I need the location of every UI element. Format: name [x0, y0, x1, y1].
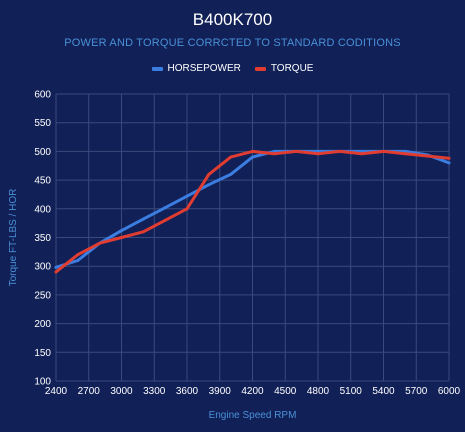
data-point-torque: [294, 149, 298, 153]
data-point-torque: [251, 149, 254, 153]
data-point-torque: [141, 230, 145, 234]
data-point-horsepower: [185, 194, 189, 198]
data-point-torque: [98, 241, 102, 245]
data-point-torque: [120, 236, 123, 239]
legend-item-horsepower[interactable]: HORSEPOWER: [151, 63, 241, 74]
y-axis-title: Torque FT-LBS / HOR: [8, 189, 19, 287]
data-point-horsepower: [207, 183, 211, 187]
legend-swatch-torque: [254, 66, 266, 71]
y-tick-label: 250: [34, 290, 51, 301]
x-tick-label: 3600: [176, 386, 199, 397]
data-point-torque: [360, 152, 364, 156]
data-point-torque: [425, 154, 429, 158]
legend-label-torque: TORQUE: [270, 63, 314, 74]
x-tick-label: 5700: [405, 386, 428, 397]
legend-label-horsepower: HORSEPOWER: [167, 63, 241, 74]
data-point-torque: [185, 207, 189, 211]
y-tick-label: 200: [34, 319, 51, 330]
data-point-horsepower: [54, 265, 58, 269]
data-point-torque: [403, 152, 407, 156]
data-point-horsepower: [447, 161, 451, 165]
data-point-torque: [382, 149, 385, 153]
data-point-horsepower: [163, 206, 167, 210]
x-tick-label: 5100: [340, 386, 363, 397]
y-tick-label: 550: [34, 118, 51, 129]
data-point-horsepower: [120, 229, 123, 233]
data-point-torque: [54, 270, 58, 274]
data-point-torque: [163, 218, 167, 222]
x-tick-label: 6000: [438, 386, 461, 397]
data-point-horsepower: [76, 258, 80, 262]
y-tick-label: 400: [34, 204, 51, 215]
legend-item-torque[interactable]: TORQUE: [254, 63, 314, 74]
data-point-torque: [76, 253, 80, 257]
data-point-horsepower: [229, 172, 233, 176]
legend-swatch-horsepower: [151, 66, 163, 71]
x-tick-label: 2400: [45, 386, 68, 397]
y-tick-label: 450: [34, 176, 51, 187]
x-tick-label: 3900: [209, 386, 232, 397]
x-tick-label: 5400: [372, 386, 395, 397]
legend: HORSEPOWER TORQUE: [0, 63, 465, 74]
data-point-torque: [316, 152, 320, 156]
data-point-torque: [229, 155, 233, 159]
y-tick-label: 150: [34, 348, 51, 359]
x-tick-label: 4800: [307, 386, 330, 397]
data-point-torque: [207, 172, 211, 176]
x-axis-title: Engine Speed RPM: [209, 410, 297, 421]
data-point-torque: [447, 156, 451, 160]
x-tick-label: 3000: [110, 386, 133, 397]
data-point-torque: [272, 152, 276, 156]
x-tick-label: 4200: [241, 386, 264, 397]
x-tick-label: 4500: [274, 386, 297, 397]
y-tick-label: 350: [34, 233, 51, 244]
y-tick-label: 600: [34, 90, 51, 101]
y-tick-label: 300: [34, 262, 51, 273]
x-tick-label: 2700: [78, 386, 101, 397]
data-point-horsepower: [141, 217, 145, 221]
y-tick-label: 100: [34, 377, 51, 388]
y-tick-label: 500: [34, 147, 51, 158]
data-point-torque: [338, 149, 342, 153]
chart-subtitle: POWER AND TORQUE CORRCTED TO STANDARD CO…: [64, 37, 401, 49]
chart-title: B400K700: [192, 10, 273, 29]
data-point-horsepower: [251, 155, 254, 159]
x-tick-label: 3300: [143, 386, 166, 397]
